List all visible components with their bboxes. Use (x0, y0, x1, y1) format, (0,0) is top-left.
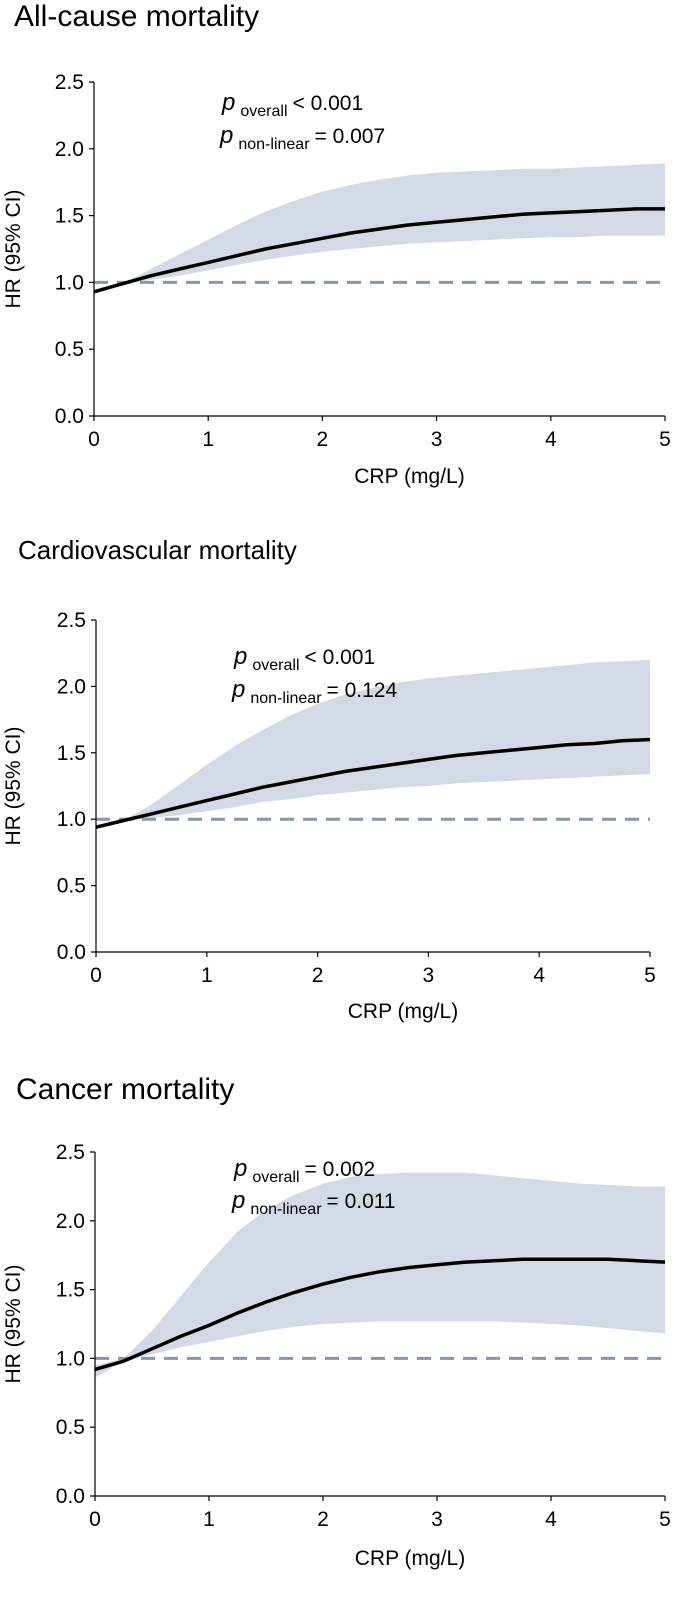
x-tick-label: 1 (201, 964, 213, 987)
y-tick-label: 1.5 (57, 742, 86, 765)
x-tick-label: 1 (202, 428, 214, 451)
p-overall-label: overall (252, 1169, 299, 1186)
p-nonlinear-annotation: p non-linear = 0.011 (231, 1187, 396, 1218)
y-tick-label: 0.5 (56, 1416, 85, 1439)
ci-band (96, 659, 650, 828)
p-symbol: p (231, 676, 245, 703)
x-tick-label: 3 (423, 964, 435, 987)
y-tick-label: 2.0 (55, 138, 84, 161)
x-tick-label: 2 (317, 1508, 329, 1531)
x-tick-label: 5 (644, 964, 656, 987)
p-nonlinear-value: = 0.011 (327, 1190, 396, 1213)
y-axis-label: HR (95% CI) (2, 189, 25, 308)
p-overall-label: overall (252, 657, 299, 674)
y-tick-label: 1.5 (56, 1279, 85, 1302)
p-symbol: p (219, 122, 233, 149)
hr-line (93, 207, 665, 294)
p-nonlinear-value: = 0.007 (315, 125, 386, 148)
chart-panel-2: Cardiovascular mortality 0.0 0.5 1.0 1.5 2.0 2… (2, 535, 656, 1023)
x-tick-label: 3 (431, 428, 443, 451)
p-overall-label: overall (240, 103, 287, 120)
p-overall-value: = 0.002 (305, 1158, 376, 1181)
chart-title: All-cause mortality (14, 0, 259, 33)
p-nonlinear-label: non-linear (250, 690, 322, 707)
y-tick-label: 0.0 (55, 405, 84, 428)
p-overall-value: < 0.001 (293, 92, 364, 115)
p-symbol: p (233, 643, 247, 670)
x-tick-label: 2 (317, 428, 329, 451)
y-tick-label: 0.0 (57, 941, 86, 964)
p-nonlinear-label: non-linear (238, 136, 310, 153)
x-axis-label: CRP (mg/L) (348, 1000, 458, 1023)
chart-title: Cancer mortality (16, 1073, 234, 1106)
y-tick-label: 1.0 (55, 271, 84, 294)
x-tick-label: 0 (89, 1508, 101, 1531)
y-tick-label: 0.5 (57, 875, 86, 898)
x-tick-label: 2 (312, 964, 324, 987)
y-tick-label: 2.5 (57, 609, 86, 632)
p-overall-annotation: p overall < 0.001 (233, 643, 375, 674)
p-symbol: p (221, 89, 235, 116)
x-tick-label: 0 (90, 964, 102, 987)
x-tick-label: 4 (545, 428, 557, 451)
chart-panel-1: All-cause mortality 0.0 0.5 1.0 1.5 2.0 2.5 0 1 2… (2, 0, 671, 488)
y-axis-label: HR (95% CI) (2, 726, 25, 845)
ci-band (95, 1172, 665, 1378)
y-tick-label: 2.5 (55, 71, 84, 94)
hr-line (95, 737, 651, 829)
y-tick-label: 1.0 (57, 808, 86, 831)
y-tick-label: 2.0 (56, 1210, 85, 1233)
x-axis-label: CRP (mg/L) (354, 465, 464, 488)
x-tick-label: 5 (659, 428, 671, 451)
p-symbol: p (233, 1155, 247, 1182)
y-tick-label: 2.0 (57, 675, 86, 698)
p-overall-value: < 0.001 (305, 646, 376, 669)
x-tick-label: 1 (203, 1508, 215, 1531)
p-overall-annotation: p overall = 0.002 (233, 1155, 375, 1186)
y-axis-label: HR (95% CI) (2, 1264, 25, 1383)
x-tick-label: 3 (431, 1508, 443, 1531)
x-tick-label: 5 (659, 1508, 671, 1531)
y-tick-label: 0.5 (55, 338, 84, 361)
y-tick-label: 2.5 (56, 1141, 85, 1164)
p-symbol: p (231, 1187, 245, 1214)
p-nonlinear-annotation: p non-linear = 0.124 (231, 676, 397, 707)
x-tick-label: 0 (88, 428, 100, 451)
p-overall-annotation: p overall < 0.001 (221, 89, 363, 120)
hr-line (94, 1257, 666, 1372)
p-nonlinear-label: non-linear (250, 1201, 322, 1218)
p-nonlinear-annotation: p non-linear = 0.007 (219, 122, 385, 153)
chart-title: Cardiovascular mortality (18, 535, 297, 565)
y-tick-label: 1.0 (56, 1347, 85, 1370)
x-tick-label: 4 (545, 1508, 557, 1531)
y-tick-label: 0.0 (56, 1485, 85, 1508)
chart-panel-3: Cancer mortality 0.0 0.5 1.0 1.5 2.0 2.5 0 1 2 3 4 5… (2, 1073, 671, 1570)
p-nonlinear-value: = 0.124 (327, 679, 398, 702)
y-tick-label: 1.5 (55, 205, 84, 228)
x-tick-label: 4 (533, 964, 545, 987)
x-axis-label: CRP (mg/L) (355, 1547, 465, 1570)
